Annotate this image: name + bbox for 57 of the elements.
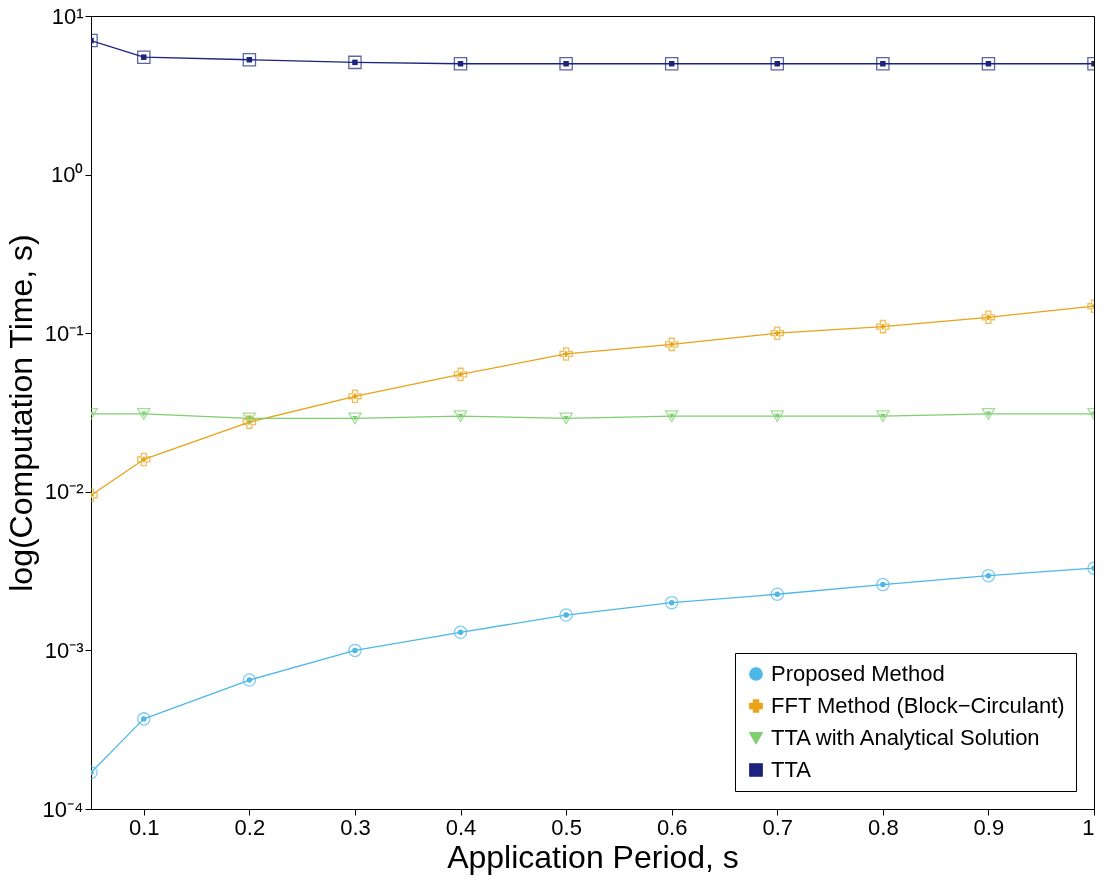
x-tick-label: 0.4 (445, 814, 477, 840)
y-tick-label: 10¹ (51, 3, 84, 29)
point (137, 50, 151, 64)
point (876, 319, 890, 334)
x-tick-label: 0.9 (973, 814, 1005, 840)
point (664, 595, 679, 610)
point (770, 56, 785, 71)
point (664, 337, 679, 352)
y-tick-label: 10⁻² (44, 479, 84, 505)
legend-label: TTA with Analytical Solution (771, 725, 1040, 750)
x-tick-label: 0.7 (762, 814, 794, 840)
point (876, 56, 890, 71)
point (559, 347, 573, 361)
point (242, 673, 257, 687)
point (559, 56, 573, 71)
x-tick-label: 0.1 (128, 814, 160, 840)
x-tick-label: 0.6 (656, 814, 688, 840)
x-tick-label: 0.2 (234, 814, 266, 840)
point (664, 410, 679, 423)
point (876, 410, 890, 423)
point (770, 587, 785, 601)
legend-label: Proposed Method (771, 661, 945, 686)
point (137, 452, 151, 467)
y-axis-title: log(Computation Time, s) (2, 234, 39, 592)
point (981, 310, 996, 325)
x-tick-label: 1 (1082, 814, 1095, 840)
point (981, 56, 996, 71)
point (453, 625, 468, 640)
legend-label: TTA (771, 757, 812, 782)
point (559, 608, 573, 622)
point (453, 367, 468, 382)
y-tick-label: 10⁻¹ (44, 320, 84, 346)
point (242, 52, 257, 67)
point (137, 712, 151, 726)
y-tick-label: 10⁻⁴ (42, 796, 84, 822)
point (137, 407, 151, 420)
point (770, 326, 785, 340)
x-tick-label: 0.8 (868, 814, 899, 840)
point (348, 643, 362, 658)
point (770, 410, 785, 423)
point (348, 389, 362, 404)
x-tick-label: 0.3 (340, 814, 371, 840)
y-tick-label: 10⁰ (51, 162, 84, 188)
point (453, 410, 468, 423)
point (876, 577, 890, 592)
legend-label: FFT Method (Block−Circulant) (771, 693, 1065, 718)
point (981, 407, 996, 420)
point (348, 55, 362, 70)
point (664, 56, 679, 71)
point (453, 56, 468, 71)
point (559, 412, 573, 425)
point (981, 568, 996, 583)
x-axis-title: Application Period, s (447, 838, 739, 875)
point (242, 412, 257, 425)
x-tick-label: 0.5 (551, 814, 582, 840)
point (348, 412, 362, 425)
y-tick-label: 10⁻³ (44, 637, 84, 663)
